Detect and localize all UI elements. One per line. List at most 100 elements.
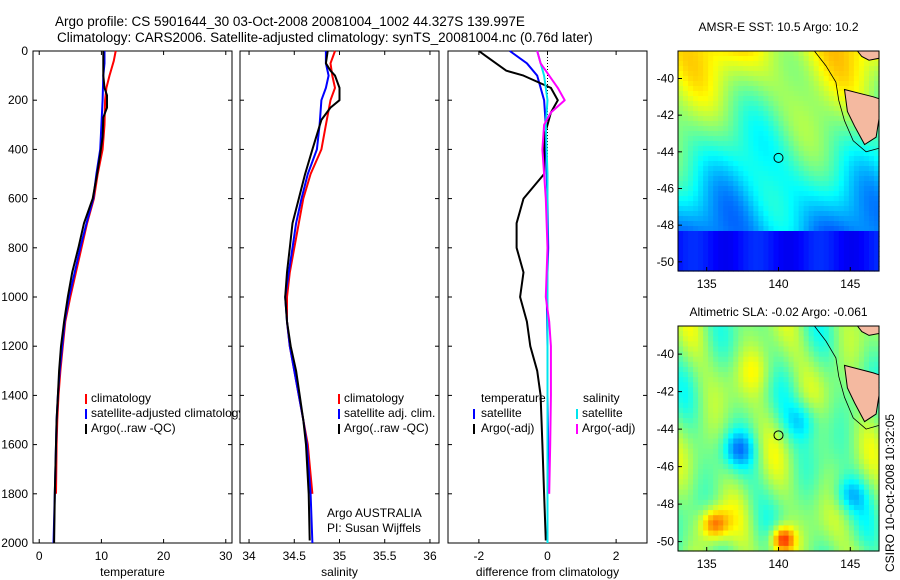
- map-cell: [868, 261, 875, 267]
- map-cell: [818, 156, 825, 162]
- y-tick-label: -42: [657, 108, 675, 122]
- map-cell: [693, 510, 699, 516]
- map-cell: [843, 397, 850, 404]
- map-cell: [733, 525, 739, 532]
- map-cell: [758, 510, 765, 516]
- map-cell: [718, 458, 724, 465]
- map-cell: [863, 351, 870, 358]
- map-cell: [728, 366, 734, 373]
- map-cell: [688, 121, 694, 127]
- map-cell: [703, 525, 709, 532]
- map-cell: [843, 341, 850, 348]
- map-cell: [678, 211, 684, 217]
- map-cell: [828, 341, 835, 348]
- map-cell: [848, 146, 855, 152]
- map-cell: [778, 366, 785, 373]
- map-cell: [683, 418, 689, 424]
- map-cell: [733, 504, 739, 511]
- map-cell: [718, 392, 724, 399]
- map-cell: [863, 458, 870, 465]
- map-cell: [693, 336, 699, 342]
- map-cell: [803, 545, 810, 552]
- map-cell: [793, 81, 800, 87]
- map-cell: [818, 326, 825, 332]
- map-cell: [688, 86, 694, 92]
- map-cell: [798, 469, 805, 475]
- map-cell: [748, 479, 754, 486]
- map-cell: [763, 66, 770, 72]
- map-cell: [798, 86, 805, 92]
- map-cell: [768, 261, 775, 267]
- map-cell: [843, 196, 850, 202]
- map-cell: [678, 81, 684, 87]
- map-cell: [823, 474, 830, 481]
- map-cell: [848, 186, 855, 192]
- map-cell: [693, 494, 699, 501]
- map-cell: [828, 402, 835, 409]
- map-cell: [808, 469, 815, 475]
- map-cell: [693, 196, 699, 202]
- map-cell: [758, 221, 765, 227]
- map-cell: [723, 161, 729, 167]
- map-cell: [778, 61, 785, 67]
- map-cell: [758, 433, 765, 440]
- map-cell: [708, 206, 714, 212]
- map-cell: [858, 221, 865, 227]
- map-cell: [753, 407, 760, 414]
- map-cell: [843, 151, 850, 157]
- x-tick-label: 10: [95, 549, 109, 563]
- map-cell: [783, 545, 790, 552]
- map-cell: [743, 211, 749, 217]
- map-cell: [703, 418, 709, 424]
- map-cell: [838, 156, 845, 162]
- map-cell: [733, 151, 739, 157]
- map-cell: [818, 397, 825, 404]
- map-cell: [778, 458, 785, 465]
- map-cell: [858, 86, 865, 92]
- map-cell: [833, 161, 840, 167]
- map-cell: [688, 479, 694, 486]
- map-cell: [853, 494, 860, 501]
- map-cell: [768, 510, 775, 516]
- map-cell: [813, 402, 820, 409]
- map-cell: [778, 540, 785, 547]
- map-cell: [748, 251, 754, 257]
- map-cell: [698, 201, 704, 207]
- map-cell: [838, 121, 845, 127]
- map-cell: [863, 520, 870, 527]
- x-tick-label: 135: [697, 277, 717, 291]
- map-cell: [758, 515, 765, 521]
- map-cell: [828, 387, 835, 394]
- map-cell: [843, 351, 850, 358]
- map-cell: [698, 535, 704, 542]
- x-tick-label: 140: [768, 277, 788, 291]
- map-cell: [703, 428, 709, 434]
- map-cell: [798, 372, 805, 378]
- map-cell: [768, 356, 775, 363]
- map-cell: [753, 171, 760, 177]
- map-cell: [848, 474, 855, 481]
- map-cell: [703, 366, 709, 373]
- map-cell: [798, 186, 805, 192]
- map-cell: [683, 346, 689, 353]
- map-cell: [748, 126, 754, 132]
- map-cell: [748, 196, 754, 202]
- map-cell: [708, 489, 714, 496]
- map-cell: [863, 191, 870, 197]
- map-cell: [683, 96, 689, 102]
- map-cell: [828, 161, 835, 167]
- map-cell: [678, 66, 684, 72]
- map-cell: [808, 402, 815, 409]
- map-cell: [843, 484, 850, 491]
- map-cell: [758, 464, 765, 470]
- map-cell: [803, 86, 810, 92]
- legend-entry: satellite adj. clim.: [344, 406, 435, 420]
- map-cell: [718, 56, 724, 62]
- map-cell: [788, 216, 795, 222]
- map-cell: [758, 351, 765, 358]
- map-cell: [688, 141, 694, 147]
- map-cell: [753, 81, 760, 87]
- map-cell: [828, 336, 835, 342]
- map-cell: [708, 131, 714, 137]
- map-cell: [808, 458, 815, 465]
